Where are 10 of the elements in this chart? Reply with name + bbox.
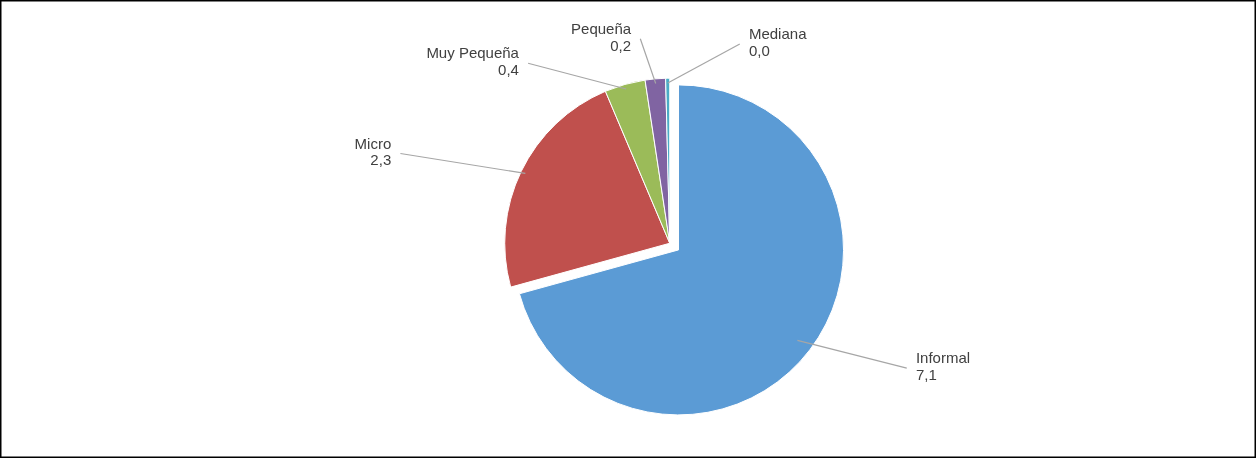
data-label: 7,1 (915, 365, 937, 383)
slice-label: Muy Pequeña (426, 44, 520, 62)
slice-label: Pequeña (571, 19, 632, 37)
data-label: 0,2 (610, 36, 632, 54)
slice-label: Mediana (748, 25, 808, 43)
data-label: 0,4 (498, 61, 519, 79)
slice-label: Informal (915, 349, 971, 367)
slice-label: Micro (354, 134, 392, 152)
data-label: 2,3 (370, 151, 392, 169)
data-label: 0,0 (748, 41, 770, 59)
